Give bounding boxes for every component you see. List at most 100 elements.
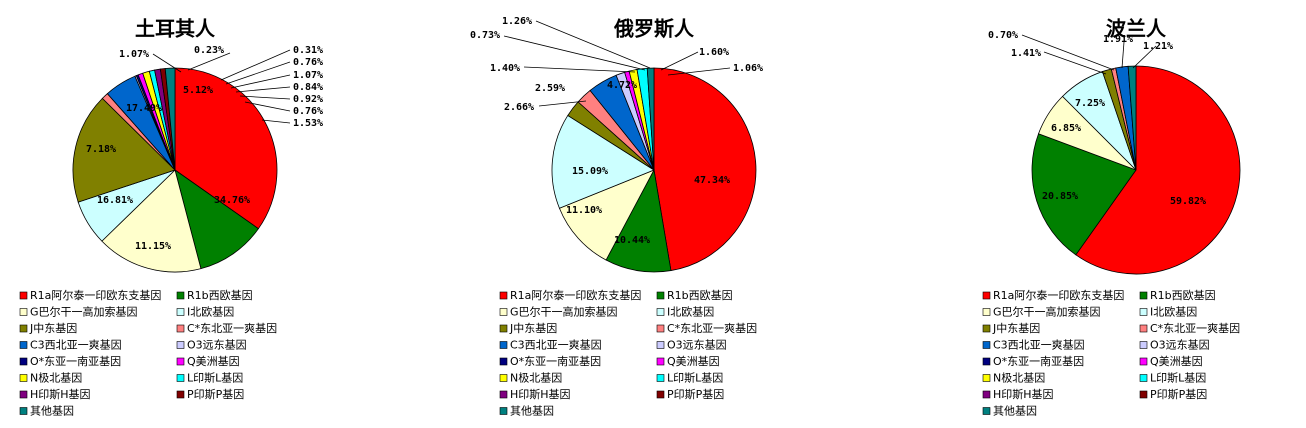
data-label: 0.23% [194, 45, 224, 56]
legend-item: H印斯H基因 [499, 388, 571, 401]
legend-swatch [19, 374, 28, 382]
legend-swatch [656, 291, 665, 300]
legend-label: J中东基因 [29, 322, 77, 335]
legend-item: C3西北亚一爽基因 [982, 339, 1085, 352]
pie-slice-g [101, 169, 202, 273]
legend-swatch [499, 407, 508, 415]
legend-item: J中东基因 [982, 322, 1040, 335]
legend-label: L印斯L基因 [1150, 372, 1206, 385]
legend-swatch [19, 390, 28, 399]
leader-line [239, 95, 291, 100]
data-label: 1.21% [1143, 41, 1173, 52]
data-label: 1.06% [733, 63, 763, 74]
legend-label: N极北基因 [510, 371, 562, 385]
legend-swatch [982, 374, 991, 382]
pie-slice-j [72, 97, 176, 203]
legend-label: R1a阿尔泰一印欧东支基因 [30, 288, 161, 302]
legend-swatch [176, 390, 185, 399]
legend-swatch [982, 291, 991, 300]
legend-label: P印斯P基因 [667, 388, 724, 401]
legend-label: H印斯H基因 [30, 388, 91, 401]
pie-slice-r1b [1031, 133, 1137, 256]
leader-line [230, 74, 291, 89]
legend-label: J中东基因 [509, 322, 557, 335]
legend-item: C*东北亚一爽基因 [176, 322, 277, 335]
pie-slice-g [558, 169, 655, 261]
legend-label: R1b西欧基因 [1150, 289, 1216, 302]
leader-line [1021, 34, 1115, 71]
leader-line [503, 35, 646, 71]
legend: R1a阿尔泰一印欧东支基因 R1b西欧基因 G巴尔干一高加索基因 I北欧基因 J中东基因… [19, 288, 277, 418]
legend-item: O3远东基因 [1139, 339, 1210, 352]
legend-swatch [1139, 374, 1148, 382]
legend-label: 其他基因 [30, 405, 74, 418]
legend-item: C*东北亚一爽基因 [656, 322, 757, 335]
data-label: 17.49% [126, 103, 162, 114]
pie-slice-other [646, 67, 655, 171]
legend-swatch [656, 324, 665, 333]
chart-title: 土耳其人 [135, 17, 216, 41]
leader-line [244, 101, 291, 112]
leader-line [235, 86, 291, 93]
legend-swatch [176, 291, 185, 300]
data-label: 15.09% [572, 166, 608, 177]
data-label: 1.26% [502, 16, 532, 27]
legend-item: J中东基因 [19, 322, 77, 335]
legend-item: O3远东基因 [656, 339, 727, 352]
legend-label: N极北基因 [30, 371, 82, 385]
legend-label: P印斯P基因 [1150, 388, 1207, 401]
data-label: 11.15% [135, 241, 171, 252]
legend-item: R1a阿尔泰一印欧东支基因 [499, 288, 641, 302]
pie-chart-1: 土耳其人 34.76% 11.15% 16.81% 7.18% 17.49% 1.07% 5.… [19, 17, 323, 418]
legend-label: C*东北亚一爽基因 [187, 322, 277, 335]
data-label: 1.07% [293, 70, 323, 81]
data-label: 7.18% [86, 144, 116, 155]
legend-swatch [499, 357, 508, 366]
pie-slice-r1a [1075, 65, 1241, 275]
pie-slice-other [1127, 65, 1137, 171]
legend-item: P印斯P基因 [176, 388, 244, 401]
legend-swatch [982, 357, 991, 366]
legend-swatch [176, 341, 185, 349]
legend-swatch [1139, 308, 1148, 316]
legend-label: L印斯L基因 [667, 372, 723, 385]
legend-swatch [19, 357, 28, 366]
legend-label: C3西北亚一爽基因 [30, 339, 122, 352]
data-label: 34.76% [214, 195, 250, 206]
legend-swatch [499, 374, 508, 382]
legend-swatch [982, 324, 991, 333]
legend-swatch [656, 357, 665, 366]
legend-label: C*东北亚一爽基因 [1150, 322, 1240, 335]
legend-swatch [19, 291, 28, 300]
pie-slice-i [551, 114, 655, 209]
data-label: 1.60% [699, 47, 729, 58]
legend: R1a阿尔泰一印欧东支基因 R1b西欧基因 G巴尔干一高加索基因 I北欧基因 J中东基因… [499, 288, 757, 418]
legend-label: H印斯H基因 [510, 388, 571, 401]
legend-item: N极北基因 [19, 371, 82, 385]
legend-label: C3西北亚一爽基因 [993, 339, 1085, 352]
legend-item: C3西北亚一爽基因 [499, 339, 602, 352]
legend-swatch [176, 357, 185, 366]
legend-swatch [982, 341, 991, 349]
leader-line [535, 20, 651, 69]
legend-label: I北欧基因 [667, 306, 714, 319]
legend-swatch [1139, 324, 1148, 333]
legend: R1a阿尔泰一印欧东支基因 R1b西欧基因 G巴尔干一高加索基因 I北欧基因 J中东基因… [982, 288, 1240, 418]
leader-line [538, 100, 587, 107]
legend-item: I北欧基因 [1139, 306, 1197, 319]
legend-swatch [1139, 357, 1148, 366]
legend-item: G巴尔干一高加索基因 [499, 305, 618, 319]
legend-item: C3西北亚一爽基因 [19, 339, 122, 352]
legend-item: R1a阿尔泰一印欧东支基因 [19, 288, 161, 302]
legend-swatch [656, 374, 665, 382]
legend-item: O*东亚一南亚基因 [19, 355, 121, 368]
data-label: 10.44% [614, 235, 650, 246]
legend-label: C3西北亚一爽基因 [510, 339, 602, 352]
pie-slice-r1a [174, 67, 278, 230]
legend-item: R1b西欧基因 [656, 289, 733, 302]
legend-label: Q美洲基因 [667, 355, 720, 368]
legend-item: N极北基因 [982, 371, 1045, 385]
legend-label: I北欧基因 [187, 306, 234, 319]
legend-swatch [19, 407, 28, 415]
